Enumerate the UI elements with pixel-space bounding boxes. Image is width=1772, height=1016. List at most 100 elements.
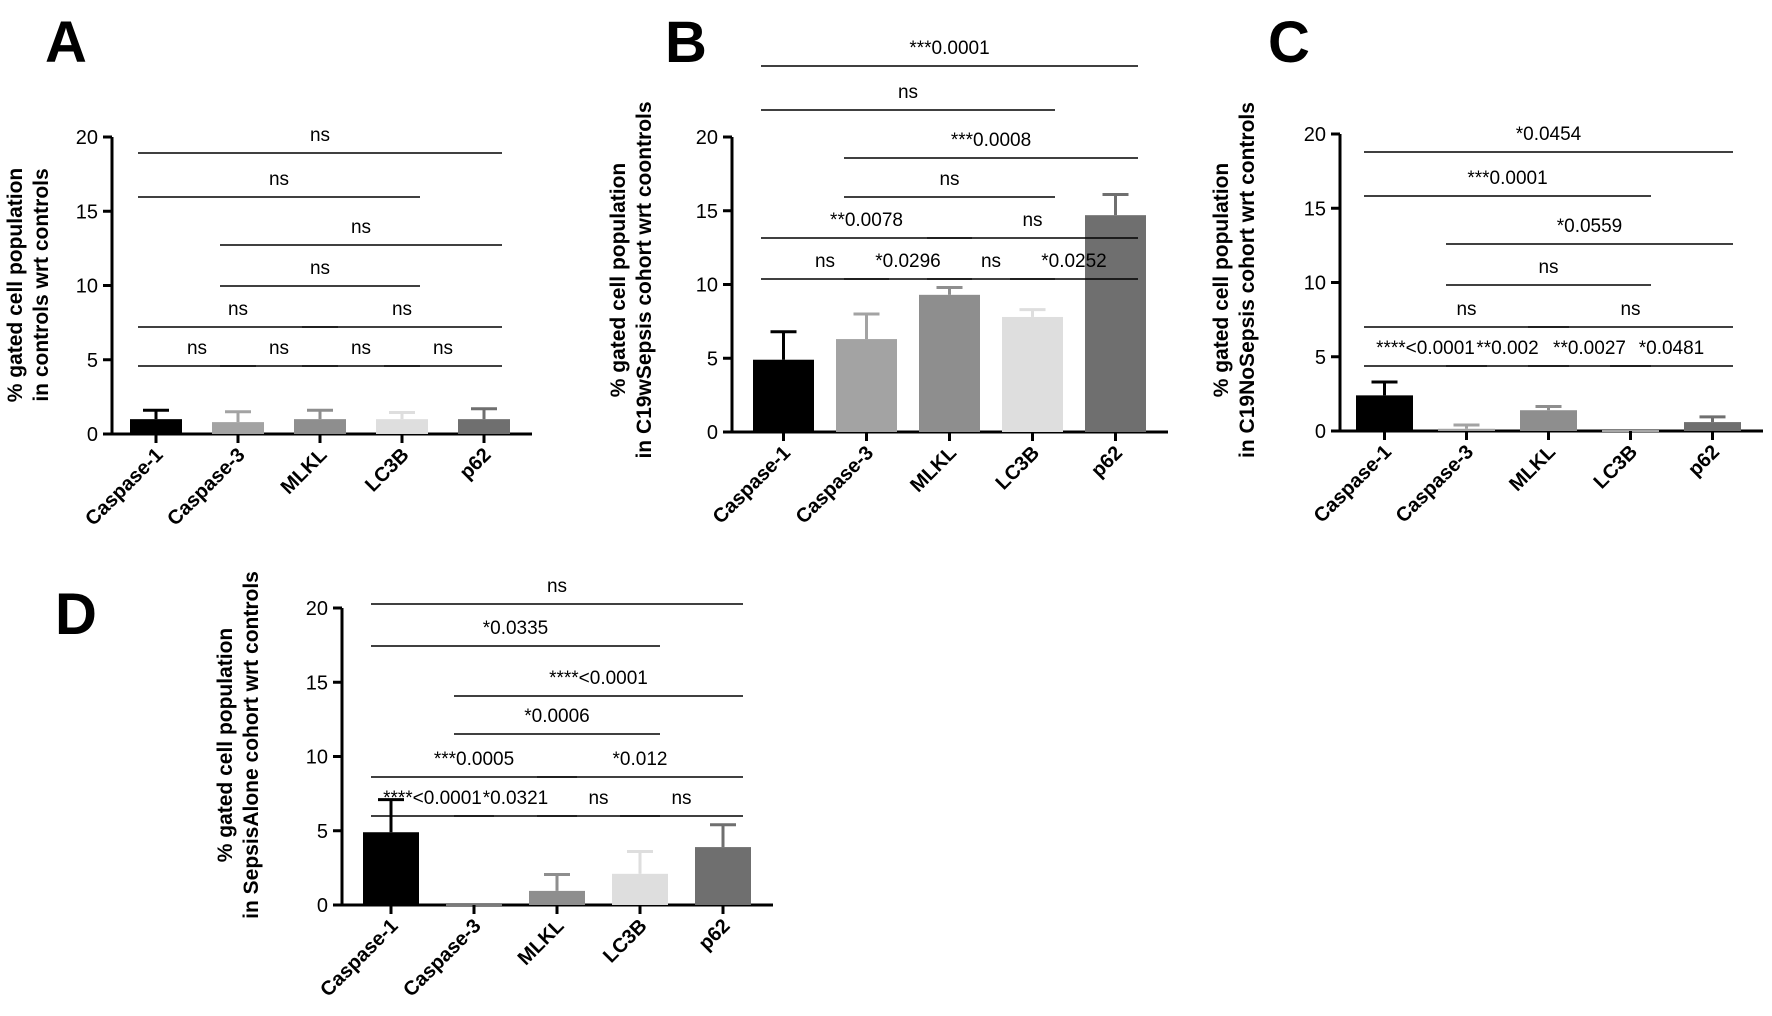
significance-label: *0.012 (613, 749, 668, 770)
panel-letter: C (1268, 10, 1310, 75)
y-tick-label: 20 (76, 127, 98, 149)
bar-lc3b (612, 873, 668, 905)
significance-label: ***0.0001 (1467, 168, 1547, 189)
panel-a: A % gated cell population in controls wrt … (4, 10, 532, 530)
bar-mlkl (529, 890, 585, 905)
x-tick-label: Caspase-1 (81, 444, 167, 530)
y-axis-label: in controls wrt controls (30, 168, 53, 401)
significance-label: ****<0.0001 (1376, 338, 1475, 359)
significance-label: ns (547, 576, 567, 597)
y-tick-label: 10 (306, 747, 328, 769)
significance-label: *0.0006 (524, 706, 590, 727)
y-tick-label: 5 (1315, 347, 1326, 369)
significance-label: **0.0078 (830, 210, 903, 231)
bar-caspase-3 (1438, 428, 1495, 431)
bar-mlkl (1520, 410, 1577, 431)
significance-label: ns (392, 299, 412, 320)
y-tick-label: 10 (696, 275, 718, 297)
bar-p62 (458, 419, 510, 434)
y-tick-label: 0 (1315, 421, 1326, 443)
significance-label: ns (351, 338, 371, 359)
panel-letter: D (55, 582, 97, 647)
bar-lc3b (1002, 316, 1063, 432)
significance-label: ****<0.0001 (383, 788, 482, 809)
significance-label: **0.002 (1476, 338, 1538, 359)
y-tick-label: 5 (87, 350, 98, 372)
panel-letter: A (45, 10, 87, 75)
significance-label: ****<0.0001 (549, 668, 648, 689)
x-tick-label: Caspase-3 (163, 444, 249, 530)
significance-label: ns (671, 788, 691, 809)
panel-b: B % gated cell population in C19wSepsis co… (607, 10, 1168, 528)
bar-caspase-3 (836, 339, 897, 432)
significance-label: *0.0559 (1557, 216, 1623, 237)
y-axis-label: in C19wSepsis cohort wrt coontrols (633, 101, 656, 458)
y-tick-label: 5 (317, 821, 328, 843)
y-tick-label: 15 (76, 201, 98, 223)
y-axis-label: % gated cell population (4, 168, 27, 403)
significance-label: ***0.0001 (909, 38, 989, 59)
y-tick-label: 20 (1304, 124, 1326, 146)
x-tick-label: Caspase-3 (1392, 441, 1478, 527)
y-axis-label: % gated cell population (607, 163, 630, 398)
significance-label: *0.0454 (1516, 124, 1582, 145)
x-tick-label: MLKL (277, 444, 332, 499)
significance-label: ***0.0008 (951, 130, 1031, 151)
x-tick-label: LC3B (1590, 441, 1642, 493)
y-tick-label: 0 (317, 895, 328, 917)
x-tick-label: p62 (695, 915, 735, 955)
significance-label: *0.0296 (875, 251, 941, 272)
y-axis-label: in C19NoSepsis cohort wrt controls (1236, 102, 1259, 458)
y-tick-label: 10 (76, 276, 98, 298)
significance-label: ns (187, 338, 207, 359)
bar-mlkl (294, 419, 346, 434)
y-tick-label: 10 (1304, 273, 1326, 295)
x-tick-label: MLKL (1505, 441, 1560, 496)
significance-label: ns (310, 125, 330, 146)
bar-p62 (1085, 215, 1146, 432)
significance-label: ns (939, 169, 959, 190)
bar-lc3b (376, 419, 428, 434)
significance-label: ns (269, 169, 289, 190)
bar-caspase-1 (130, 419, 182, 434)
bar-caspase-3 (212, 422, 264, 434)
significance-label: ns (1538, 257, 1558, 278)
significance-label: ns (588, 788, 608, 809)
x-tick-label: p62 (1684, 441, 1724, 481)
significance-label: ***0.0005 (434, 749, 514, 770)
significance-label: ns (351, 217, 371, 238)
significance-label: *0.0321 (483, 788, 549, 809)
panel-d: D % gated cell population in SepsisAlone c… (55, 571, 773, 1001)
y-axis-label: in SepsisAlone cohort wrt controls (240, 571, 263, 919)
y-tick-label: 20 (696, 127, 718, 149)
y-tick-label: 0 (707, 422, 718, 444)
significance-label: ns (433, 338, 453, 359)
x-tick-label: LC3B (992, 442, 1044, 494)
bar-caspase-1 (753, 359, 814, 432)
x-tick-label: Caspase-3 (399, 915, 485, 1001)
x-tick-label: Caspase-1 (316, 915, 402, 1001)
bar-p62 (1684, 422, 1741, 431)
x-tick-label: LC3B (361, 444, 413, 496)
significance-label: ns (815, 251, 835, 272)
bar-mlkl (919, 294, 980, 432)
significance-label: *0.0481 (1639, 338, 1705, 359)
x-tick-label: LC3B (599, 915, 651, 967)
x-tick-label: MLKL (906, 442, 961, 497)
y-tick-label: 15 (306, 672, 328, 694)
bar-caspase-1 (1356, 395, 1413, 431)
panel-c: C % gated cell population in C19NoSepsis c… (1210, 10, 1763, 527)
significance-label: ns (310, 258, 330, 279)
x-tick-label: p62 (1087, 442, 1127, 482)
significance-label: *0.0335 (483, 618, 549, 639)
y-tick-label: 0 (87, 424, 98, 446)
significance-label: ns (1456, 299, 1476, 320)
y-tick-label: 15 (696, 201, 718, 223)
y-tick-label: 15 (1304, 198, 1326, 220)
significance-label: *0.0252 (1041, 251, 1107, 272)
y-axis-label: % gated cell population (1210, 163, 1233, 398)
y-axis-label: % gated cell population (214, 628, 237, 863)
panel-letter: B (665, 10, 707, 75)
significance-label: ns (898, 82, 918, 103)
significance-label: ns (228, 299, 248, 320)
